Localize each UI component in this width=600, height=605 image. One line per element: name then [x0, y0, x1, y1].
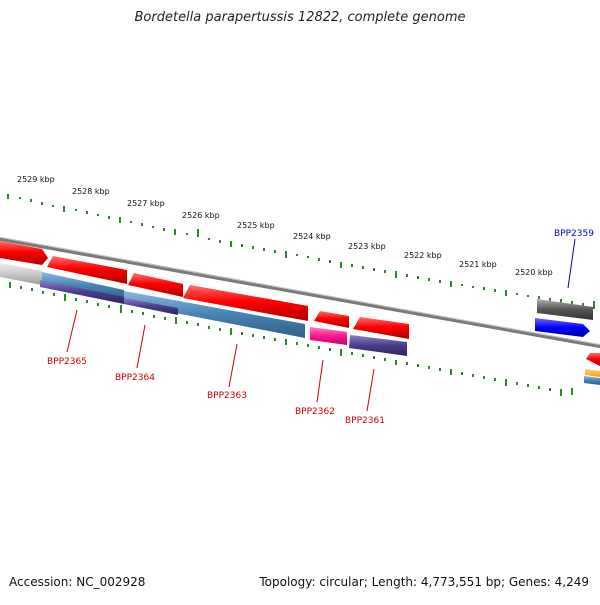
gene-labels: BPP2365 BPP2364 BPP2363 BPP2362 BPP2361 …	[47, 229, 594, 426]
scale-label: 2522 kbp	[404, 251, 442, 260]
rna-feature[interactable]	[40, 280, 124, 304]
scale-label: 2521 kbp	[459, 260, 497, 269]
scale-label: 2524 kbp	[293, 232, 331, 241]
gene-label-bpp2363[interactable]: BPP2363	[207, 391, 247, 401]
rna-feature[interactable]	[310, 327, 347, 345]
map-title: Bordetella parapertussis 12822, complete…	[134, 10, 466, 25]
genome-backbone	[0, 236, 600, 349]
gene-label-leaders	[66, 238, 576, 412]
scale-label: 2527 kbp	[127, 199, 165, 208]
cds-feature[interactable]	[183, 285, 308, 321]
accession-label: Accession: NC_002928	[9, 575, 146, 589]
scale-label: 2526 kbp	[182, 211, 220, 220]
cds-feature[interactable]	[353, 317, 409, 339]
cds-feature[interactable]	[47, 256, 127, 284]
gene-label-bpp2365[interactable]: BPP2365	[47, 357, 87, 367]
misc-feature[interactable]	[585, 369, 600, 377]
cds-feature[interactable]	[314, 311, 349, 328]
genome-info-label: Topology: circular; Length: 4,773,551 bp…	[259, 575, 589, 589]
cds-feature[interactable]	[0, 241, 48, 265]
scale-label: 2529 kbp	[17, 175, 55, 184]
rna-feature[interactable]	[349, 335, 407, 356]
scale-label: 2523 kbp	[348, 242, 386, 251]
forward-cds-track	[0, 241, 600, 366]
gene-label-bpp2361[interactable]: BPP2361	[345, 416, 385, 426]
cds-feature[interactable]	[128, 273, 183, 297]
rna-feature[interactable]	[124, 298, 178, 315]
misc-feature[interactable]	[535, 318, 590, 337]
rna-feature[interactable]	[0, 263, 42, 285]
scale-label: 2528 kbp	[72, 187, 110, 196]
inner-scale-ticks	[9, 282, 573, 396]
scale-label: 2525 kbp	[237, 221, 275, 230]
gene-label-bpp2362[interactable]: BPP2362	[295, 407, 335, 417]
rna-feature[interactable]	[584, 376, 600, 385]
scale-label: 2520 kbp	[515, 268, 553, 277]
gene-label-bpp2359[interactable]: BPP2359	[554, 229, 594, 239]
scale-labels: 2529 kbp 2528 kbp 2527 kbp 2526 kbp 2525…	[17, 175, 553, 277]
gene-label-bpp2364[interactable]: BPP2364	[115, 373, 155, 383]
reverse-feature-track	[0, 263, 600, 385]
misc-feature[interactable]	[537, 299, 593, 320]
cds-feature[interactable]	[586, 353, 600, 366]
rna-feature[interactable]	[124, 291, 305, 338]
outer-scale-ticks	[7, 194, 595, 309]
